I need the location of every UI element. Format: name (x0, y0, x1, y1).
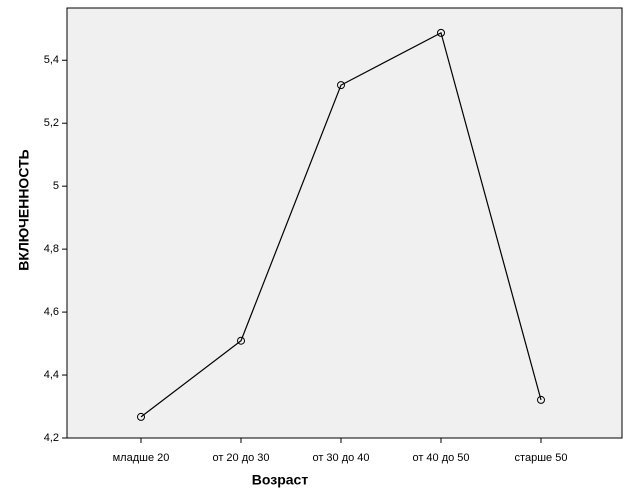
x-tick-label: от 40 до 50 (412, 452, 469, 464)
x-tick-label: от 30 до 40 (312, 452, 369, 464)
x-tick-label: старше 50 (515, 452, 568, 464)
y-axis-title: ВКЛЮЧЕННОСТЬ (16, 149, 32, 270)
point (437, 28, 445, 37)
x-tick-label: младше 20 (113, 452, 170, 464)
y-tick-label: 5 (53, 180, 59, 192)
point (137, 412, 145, 421)
point (237, 336, 245, 345)
x-axis-title: Возраст (252, 472, 309, 488)
y-tick-label: 4,6 (44, 306, 59, 318)
y-tick-label: 5,4 (44, 54, 59, 66)
y-tick-label: 5,2 (44, 117, 59, 129)
point (337, 81, 345, 90)
line (140, 31, 542, 418)
y-tick-label: 4,2 (44, 432, 59, 444)
plot-area (66, 7, 623, 439)
x-tick-label: от 20 до 30 (212, 452, 269, 464)
y-tick-label: 4,8 (44, 243, 59, 255)
point (537, 395, 545, 404)
y-tick-label: 4,4 (44, 369, 59, 381)
